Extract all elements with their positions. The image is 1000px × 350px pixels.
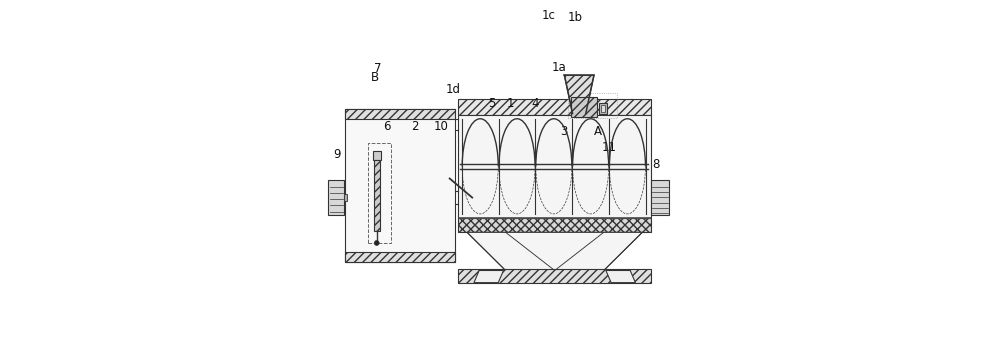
Text: 1c: 1c	[542, 9, 556, 22]
Bar	[374, 161, 380, 231]
Polygon shape	[564, 75, 594, 113]
Bar	[345, 109, 455, 262]
Bar	[373, 151, 381, 161]
Polygon shape	[467, 232, 642, 271]
Bar	[345, 109, 455, 119]
Text: A: A	[594, 125, 602, 138]
Text: 1d: 1d	[446, 83, 461, 97]
Bar	[328, 180, 344, 215]
Bar	[345, 252, 455, 262]
Bar	[601, 105, 605, 112]
Bar	[458, 99, 651, 115]
Text: 6: 6	[383, 120, 391, 133]
Text: 1a: 1a	[552, 61, 566, 74]
Text: 7: 7	[374, 62, 381, 75]
Text: 9: 9	[334, 148, 341, 161]
Text: 3: 3	[561, 125, 568, 138]
Text: 5: 5	[488, 97, 495, 110]
Bar	[458, 217, 651, 218]
Text: 1: 1	[507, 97, 514, 110]
Bar	[651, 180, 669, 215]
Bar	[599, 103, 607, 114]
Bar	[458, 218, 651, 232]
Text: B: B	[371, 71, 379, 84]
Text: 10: 10	[434, 120, 448, 133]
Text: 1b: 1b	[568, 10, 583, 23]
Text: 2: 2	[411, 120, 419, 133]
Polygon shape	[474, 271, 503, 283]
Text: 11: 11	[601, 141, 616, 154]
Bar	[571, 97, 597, 117]
Circle shape	[374, 240, 379, 245]
Text: 4: 4	[531, 97, 538, 110]
Bar	[458, 115, 651, 218]
Bar	[568, 93, 617, 118]
Bar	[344, 194, 347, 201]
Text: 8: 8	[652, 158, 659, 171]
Polygon shape	[606, 271, 635, 283]
Bar	[458, 270, 651, 283]
Bar	[368, 143, 391, 243]
